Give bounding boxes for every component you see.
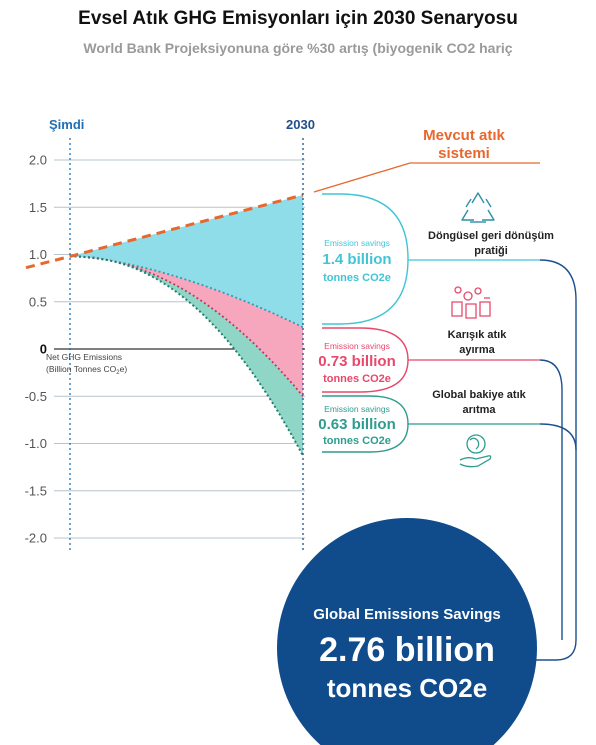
y-axis-label-line1: Net GHG Emissions xyxy=(46,352,122,362)
category-label-1a: Döngüsel geri dönüşüm xyxy=(428,230,554,242)
total-savings-label: Global Emissions Savings xyxy=(313,606,501,623)
baseline-label-connector xyxy=(313,162,540,193)
savings-unit-3: tonnes CO2e xyxy=(323,435,391,447)
series-line-residual-treatment xyxy=(70,255,304,457)
y-tick-label: 0.5 xyxy=(29,294,47,309)
series-line-mixed-sorting xyxy=(69,255,304,397)
area-mixed-sorting xyxy=(70,256,303,397)
category-label-2a: Karışık atık xyxy=(448,329,508,341)
y-tick-label: 1.0 xyxy=(29,247,47,262)
total-savings-unit: tonnes CO2e xyxy=(327,673,487,703)
x-label-2030: 2030 xyxy=(286,117,315,132)
baseline-label-line2: sistemi xyxy=(438,145,490,162)
y-tick-label: 1.5 xyxy=(29,200,47,215)
chart-title: Evsel Atık GHG Emisyonları için 2030 Sen… xyxy=(78,8,518,29)
total-savings-circle xyxy=(277,518,537,745)
savings-label-3: Emission savings xyxy=(324,404,390,414)
savings-bracket-cyan xyxy=(322,193,409,325)
series-line-baseline xyxy=(25,193,304,270)
y-tick-label: -0.5 xyxy=(25,389,47,404)
baseline-label-line1: Mevcut atık xyxy=(423,127,505,144)
category-label-3a: Global bakiye atık xyxy=(432,389,526,401)
savings-value-1: 1.4 billion xyxy=(322,251,391,268)
chart-subtitle: World Bank Projeksiyonuna göre %30 artış… xyxy=(83,40,513,56)
area-recycling xyxy=(70,195,303,328)
total-savings-value: 2.76 billion xyxy=(319,631,495,669)
savings-unit-2: tonnes CO2e xyxy=(323,373,391,385)
savings-label-1: Emission savings xyxy=(324,238,390,248)
y-axis-label-line2: (Billion Tonnes CO2e) xyxy=(46,364,127,376)
total-connector-3 xyxy=(539,423,577,451)
y-tick-label: -1.5 xyxy=(25,483,47,498)
area-series xyxy=(25,193,304,457)
category-label-3b: arıtma xyxy=(462,404,496,416)
recycle-icon xyxy=(461,192,495,223)
waste-sorting-icon xyxy=(451,286,491,319)
y-tick-label: -1.0 xyxy=(25,436,47,451)
savings-value-3: 0.63 billion xyxy=(318,416,396,433)
savings-unit-1: tonnes CO2e xyxy=(323,272,391,284)
area-residual-treatment xyxy=(70,256,303,456)
category-label-2b: ayırma xyxy=(459,344,495,356)
savings-value-2: 0.73 billion xyxy=(318,353,396,370)
y-tick-label: 0 xyxy=(40,342,47,357)
total-connector-2 xyxy=(539,359,563,640)
y-tick-label: 2.0 xyxy=(29,153,47,168)
total-connector-1 xyxy=(520,259,577,661)
y-tick-label: -2.0 xyxy=(25,531,47,546)
x-label-now: Şimdi xyxy=(49,117,84,132)
savings-label-2: Emission savings xyxy=(324,341,390,351)
globe-hand-icon xyxy=(459,434,492,468)
y-tick-labels: 2.0 1.5 1.0 0.5 0 -0.5 -1.0 -1.5 -2.0 xyxy=(25,153,47,546)
category-label-1b: pratiği xyxy=(474,245,508,257)
